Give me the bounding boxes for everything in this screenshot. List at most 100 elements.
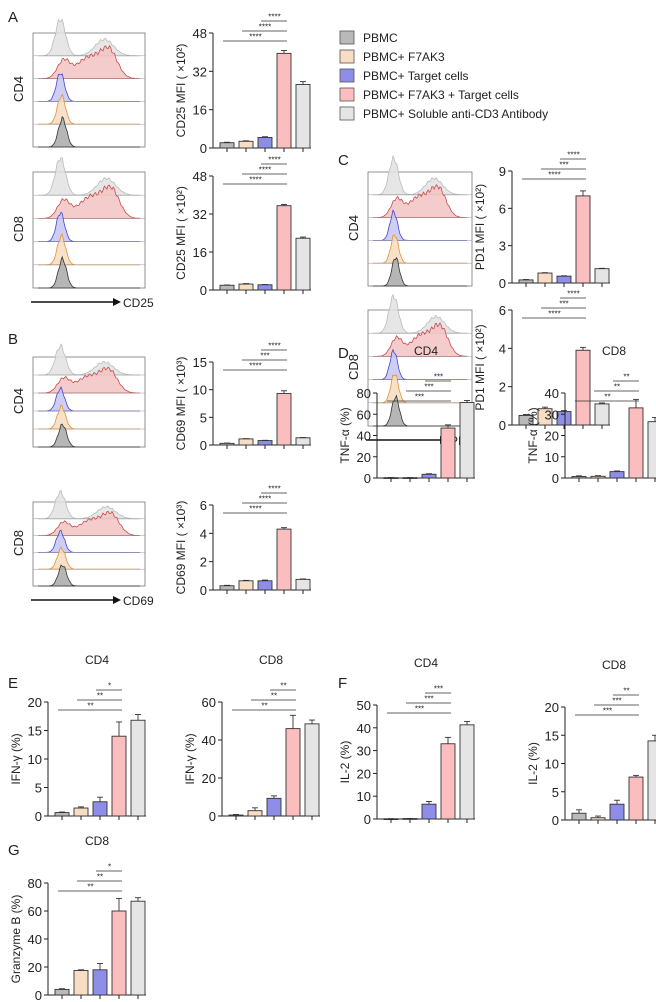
- y-axis-label: IFN-γ (%): [9, 733, 23, 784]
- bar: [609, 803, 625, 821]
- y-tick-label: 0: [209, 809, 216, 824]
- y-tick-label: 6: [499, 303, 506, 318]
- bar: [647, 740, 656, 821]
- significance-label: ****: [567, 151, 579, 160]
- y-tick-label: 0: [499, 418, 506, 433]
- significance-label: ****: [548, 310, 560, 319]
- bar: [257, 137, 273, 149]
- y-tick-label: 60: [202, 695, 216, 710]
- bar: [571, 476, 587, 479]
- histogram-curve: [38, 44, 140, 79]
- bar: [111, 735, 127, 817]
- significance-label: ***: [260, 352, 269, 361]
- y-tick-label: 16: [193, 245, 207, 260]
- histogram-row-label: CD4: [346, 215, 361, 241]
- y-tick-label: 10: [357, 789, 371, 804]
- chart-title: CD8: [259, 653, 283, 667]
- bar: [440, 427, 456, 479]
- bar: [459, 724, 475, 820]
- histogram-frame: [32, 32, 146, 148]
- y-tick-label: 6: [499, 201, 506, 216]
- histogram-panel: CD8 CD25: [11, 157, 154, 310]
- panel-letter: B: [8, 331, 18, 348]
- significance-label: ****: [249, 505, 261, 514]
- y-tick-label: 0: [499, 276, 506, 291]
- bar: [92, 801, 108, 817]
- y-tick-label: 2: [499, 380, 506, 395]
- bar: [257, 580, 273, 591]
- y-tick-label: 0: [552, 813, 559, 828]
- significance-label: ***: [603, 707, 612, 716]
- significance-label: ***: [415, 705, 424, 714]
- significance-label: ****: [268, 342, 280, 351]
- chart-title: CD4: [414, 656, 438, 670]
- significance-label: ***: [612, 697, 621, 706]
- histogram-panel: CD4: [11, 343, 146, 448]
- significance-label: **: [87, 702, 93, 711]
- bar: [219, 284, 235, 291]
- y-tick-label: 30: [357, 744, 371, 759]
- histogram-panel: CD4: [11, 18, 146, 148]
- y-tick-label: 5: [35, 781, 42, 796]
- y-tick-label: 48: [193, 26, 207, 41]
- bar: [54, 812, 70, 817]
- y-axis-label: PD1 MFI ( ×10²): [473, 184, 487, 270]
- y-tick-label: 40: [357, 429, 371, 444]
- bar: [219, 442, 235, 446]
- histogram-curve: [38, 115, 140, 148]
- significance-label: **: [97, 692, 103, 701]
- histogram-curve: [373, 394, 467, 427]
- significance-label: ***: [415, 393, 424, 402]
- legend-label: PBMC: [363, 31, 398, 45]
- histogram-curve: [38, 564, 140, 587]
- y-tick-label: 60: [28, 904, 42, 919]
- y-tick-label: 0: [35, 988, 42, 1002]
- y-tick-label: 0: [35, 809, 42, 824]
- histogram-curve: [38, 489, 140, 520]
- bar: [247, 810, 263, 817]
- y-tick-label: 0: [200, 583, 207, 598]
- legend-swatch: [339, 106, 355, 121]
- histogram-frame: [32, 501, 146, 587]
- bar: [575, 195, 591, 284]
- bar: [295, 437, 311, 446]
- panel-letter: F: [338, 675, 347, 692]
- bar: [295, 237, 311, 291]
- bar: [556, 411, 572, 426]
- y-tick-label: 60: [357, 407, 371, 422]
- histogram-curve: [373, 184, 467, 218]
- significance-label: **: [261, 702, 267, 711]
- significance-label: ***: [434, 685, 443, 694]
- histogram-marker-label: CD25: [123, 296, 154, 310]
- significance-label: ****: [268, 485, 280, 494]
- legend-swatch: [339, 87, 355, 102]
- bar: [421, 473, 437, 479]
- bar: [257, 284, 273, 291]
- y-tick-label: 30: [545, 407, 559, 422]
- y-axis-label: CD25 MFI ( ×10²): [174, 44, 188, 138]
- y-tick-label: 0: [364, 812, 371, 827]
- bar: [276, 393, 292, 446]
- significance-label: ***: [424, 383, 433, 392]
- legend-label: PBMC+ Target cells: [363, 69, 469, 83]
- y-tick-label: 9: [499, 164, 506, 179]
- histogram-curve: [38, 366, 140, 394]
- bar: [628, 776, 644, 821]
- legend-label: PBMC+ F7AK3: [363, 50, 445, 64]
- significance-label: ****: [259, 495, 271, 504]
- y-axis-label: CD69 MFI ( ×10³): [174, 357, 188, 451]
- histogram-curve: [38, 157, 140, 196]
- y-tick-label: 40: [202, 733, 216, 748]
- y-tick-label: 20: [357, 450, 371, 465]
- bar: [238, 580, 254, 591]
- legend-label: PBMC+ Soluble anti-CD3 Antibody: [363, 107, 548, 121]
- significance-label: **: [87, 883, 93, 892]
- y-tick-label: 10: [193, 383, 207, 398]
- histogram-row-label: CD8: [11, 530, 26, 556]
- y-tick-label: 80: [357, 386, 371, 401]
